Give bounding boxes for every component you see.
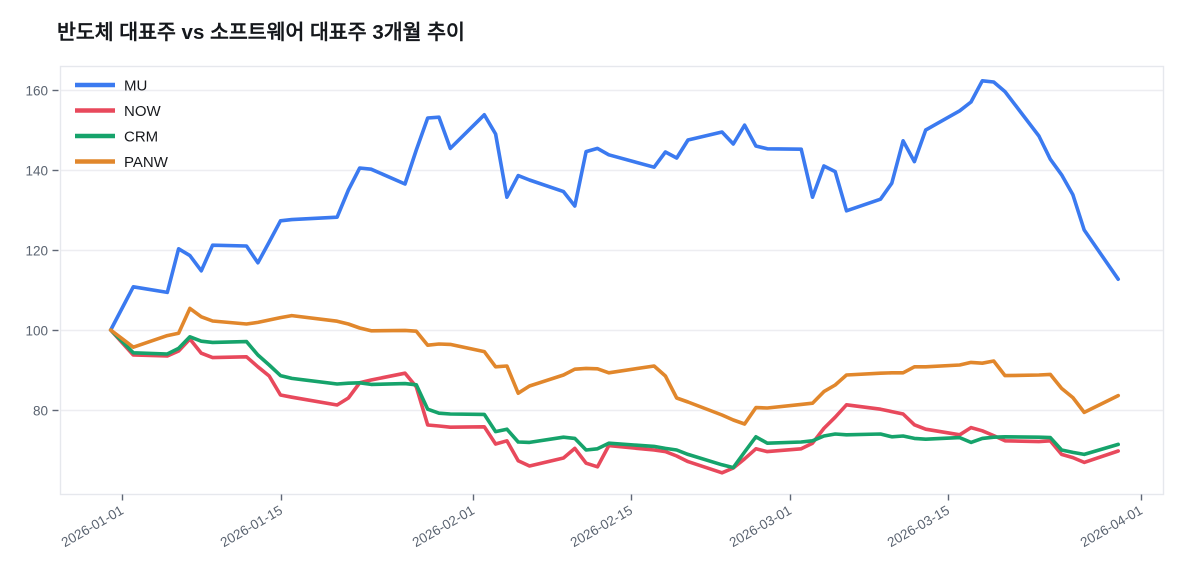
y-tick-label-160: 160 [25, 83, 48, 98]
legend-item-NOW[interactable]: NOW [75, 103, 162, 120]
data-series [108, 79, 1120, 475]
legend-label-CRM: CRM [124, 128, 158, 145]
chart-title: 반도체 대표주 vs 소프트웨어 대표주 3개월 추이 [57, 20, 465, 44]
x-tick-label-2026-01-01: 2026-01-01 [59, 503, 126, 551]
plot-border [59, 65, 1165, 496]
series-line-NOW [108, 328, 1120, 475]
x-tick-label-2026-01-15: 2026-01-15 [218, 503, 285, 551]
series-line-CRM [108, 328, 1120, 470]
legend-item-CRM[interactable]: CRM [75, 128, 158, 145]
gridlines [60, 89, 1164, 412]
series-line-MU [108, 79, 1120, 332]
y-tick-label-140: 140 [25, 163, 48, 178]
legend-label-PANW: PANW [124, 154, 169, 171]
x-tick-label-2026-02-15: 2026-02-15 [568, 503, 635, 551]
legend-label-MU: MU [124, 77, 147, 94]
x-tick-label-2026-02-01: 2026-02-01 [410, 503, 477, 551]
x-tick-label-2026-03-01: 2026-03-01 [727, 503, 794, 551]
series-line-PANW [108, 306, 1120, 426]
x-tick-label-2026-03-15: 2026-03-15 [885, 503, 952, 551]
x-tick-label-2026-04-01: 2026-04-01 [1078, 503, 1145, 551]
legend-item-PANW[interactable]: PANW [75, 154, 169, 171]
legend-item-MU[interactable]: MU [75, 77, 147, 94]
y-tick-label-120: 120 [25, 243, 48, 258]
legend-label-NOW: NOW [124, 103, 162, 120]
y-tick-label-80: 80 [33, 403, 48, 418]
y-tick-label-100: 100 [25, 323, 48, 338]
axes: 80 100 120 140 160 2026-01-01 2026-01-15 2026-0… [25, 65, 1165, 551]
legend: MU NOW CRM PANW [75, 77, 169, 171]
